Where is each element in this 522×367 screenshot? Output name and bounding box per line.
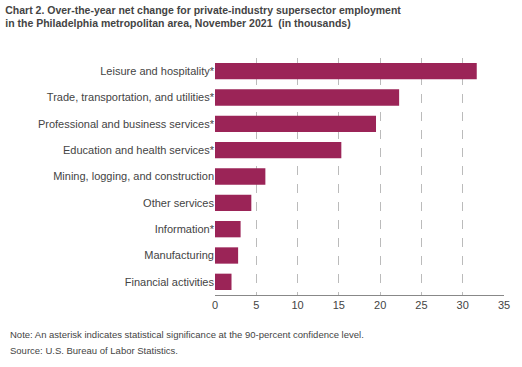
svg-text:Information*: Information* <box>155 223 215 235</box>
svg-text:35: 35 <box>498 299 510 311</box>
svg-text:0: 0 <box>212 299 218 311</box>
svg-text:5: 5 <box>253 299 259 311</box>
svg-text:Manufacturing: Manufacturing <box>144 249 214 261</box>
svg-text:Leisure and hospitality*: Leisure and hospitality* <box>100 65 214 77</box>
svg-text:15: 15 <box>333 299 345 311</box>
svg-text:30: 30 <box>457 299 469 311</box>
svg-text:Other services: Other services <box>143 197 214 209</box>
svg-text:Trade, transportation, and uti: Trade, transportation, and utilities* <box>47 91 215 103</box>
svg-text:Source: U.S. Bureau of Labor S: Source: U.S. Bureau of Labor Statistics. <box>10 345 178 356</box>
svg-text:20: 20 <box>374 299 386 311</box>
svg-text:Professional and business serv: Professional and business services* <box>38 118 215 130</box>
svg-text:Education and health services*: Education and health services* <box>63 144 215 156</box>
svg-text:Mining, logging, and construct: Mining, logging, and construction <box>53 170 214 182</box>
svg-text:Chart 2. Over-the-year net cha: Chart 2. Over-the-year net change for pr… <box>5 4 401 30</box>
svg-text:25: 25 <box>415 299 427 311</box>
svg-text:Financial activities: Financial activities <box>125 276 215 288</box>
svg-text:Note: An asterisk indicates st: Note: An asterisk indicates statistical … <box>10 329 364 340</box>
svg-text:10: 10 <box>291 299 303 311</box>
